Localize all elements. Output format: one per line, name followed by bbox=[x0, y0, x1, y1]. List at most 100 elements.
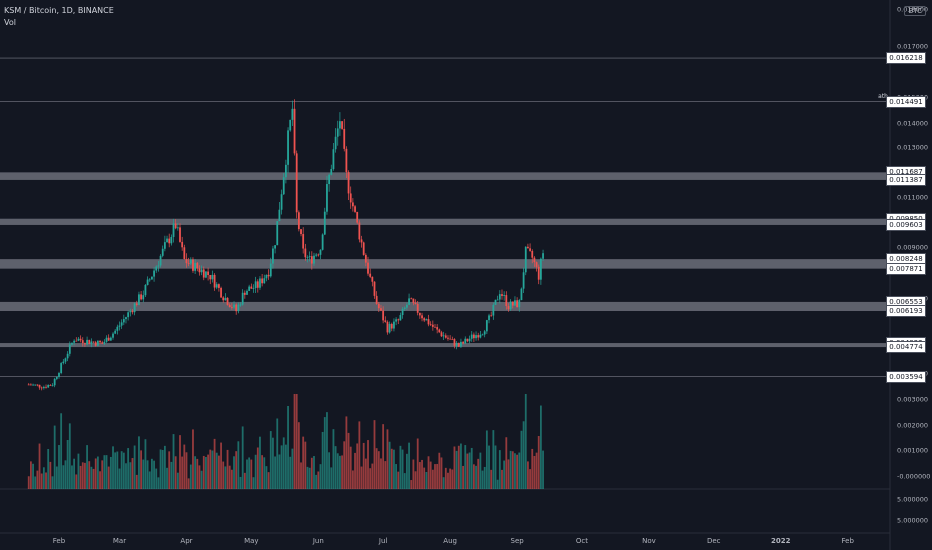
volume-bar bbox=[140, 450, 143, 489]
volume-bar bbox=[518, 452, 521, 489]
candle-body bbox=[431, 324, 434, 327]
candle-body bbox=[81, 340, 84, 344]
candle-body bbox=[53, 378, 56, 386]
candle-body bbox=[434, 326, 436, 328]
candle-body bbox=[505, 295, 508, 307]
volume-bar bbox=[228, 465, 231, 489]
volume-bar bbox=[235, 451, 238, 489]
volume-bar bbox=[170, 461, 173, 489]
candle bbox=[406, 302, 408, 310]
volume-bar bbox=[444, 467, 447, 489]
volume-bar bbox=[451, 469, 454, 489]
volume-bar bbox=[507, 459, 510, 489]
volume-bar bbox=[380, 458, 382, 489]
price-level-tag-12: 0.004774 bbox=[886, 340, 926, 353]
price-tick: 5.000000 bbox=[897, 496, 928, 504]
price-tick: 0.001000 bbox=[897, 447, 928, 455]
candle bbox=[226, 297, 229, 306]
volume-bar bbox=[351, 470, 354, 489]
candle-body bbox=[464, 338, 467, 344]
candle-body bbox=[524, 246, 527, 273]
candle-body bbox=[520, 288, 523, 301]
candle-body bbox=[254, 281, 257, 289]
candle-body bbox=[202, 269, 205, 278]
volume-bar bbox=[308, 467, 311, 489]
volume-bar bbox=[157, 477, 160, 489]
volume-bar bbox=[79, 465, 82, 489]
volume-bar bbox=[198, 465, 201, 489]
volume-bar bbox=[284, 444, 287, 489]
candle-body bbox=[531, 250, 534, 258]
volume-bar bbox=[250, 459, 253, 489]
candle-body bbox=[341, 121, 343, 129]
candle-body bbox=[105, 337, 108, 342]
volume-bar bbox=[278, 454, 281, 489]
candle bbox=[390, 322, 393, 332]
volume-bar bbox=[367, 440, 369, 489]
price-level-tag-2: 0.014491 bbox=[886, 95, 926, 108]
volume-bar bbox=[230, 469, 233, 489]
candle bbox=[416, 300, 419, 316]
candle bbox=[408, 293, 410, 306]
candle bbox=[172, 218, 175, 243]
candle bbox=[451, 336, 454, 340]
volume-bar bbox=[131, 458, 134, 489]
volume-bar bbox=[326, 412, 328, 489]
candle bbox=[297, 210, 300, 232]
candle-body bbox=[397, 319, 400, 321]
volume-bar bbox=[438, 452, 441, 489]
time-tick: Dec bbox=[707, 537, 721, 545]
volume-bar bbox=[334, 446, 337, 489]
volume-bar bbox=[88, 461, 91, 489]
candle bbox=[527, 243, 529, 249]
volume-bar bbox=[42, 467, 45, 489]
volume-bar bbox=[92, 468, 95, 489]
candle-body bbox=[148, 279, 151, 281]
candle-body bbox=[451, 338, 454, 340]
candle-body bbox=[133, 303, 136, 313]
candle bbox=[475, 331, 477, 341]
candle bbox=[112, 332, 114, 340]
volume-bar bbox=[161, 449, 164, 489]
volume-bar bbox=[388, 441, 391, 489]
candle bbox=[453, 338, 456, 349]
volume-bar bbox=[364, 458, 367, 489]
volume-bar bbox=[133, 445, 136, 489]
candle-body bbox=[494, 299, 497, 305]
currency-badge[interactable]: BTC bbox=[904, 6, 926, 16]
volume-bar bbox=[101, 460, 104, 489]
candle bbox=[90, 338, 93, 348]
chart-grid bbox=[0, 0, 891, 550]
symbol-title: KSM / Bitcoin, 1D, BINANCE bbox=[4, 6, 114, 15]
candle-body bbox=[226, 297, 229, 305]
volume-indicator-label[interactable]: Vol bbox=[4, 18, 16, 27]
candle bbox=[176, 223, 179, 231]
candle bbox=[535, 261, 538, 272]
volume-bar bbox=[174, 456, 177, 489]
candle bbox=[507, 303, 510, 312]
volume-bar bbox=[73, 458, 76, 489]
volume-bar bbox=[501, 469, 503, 489]
volume-bar bbox=[127, 448, 130, 489]
candle-body bbox=[522, 272, 525, 289]
candle-body bbox=[507, 306, 510, 310]
candle bbox=[109, 336, 112, 341]
volume-bar bbox=[84, 462, 86, 489]
volume-bar bbox=[114, 452, 117, 489]
candle-body bbox=[185, 258, 188, 264]
candle bbox=[358, 220, 361, 243]
candle-body bbox=[406, 304, 408, 308]
candle-body bbox=[343, 128, 346, 149]
candle bbox=[181, 236, 184, 251]
candle bbox=[248, 284, 251, 292]
volume-bar bbox=[533, 455, 536, 489]
candle-body bbox=[196, 262, 199, 269]
candle-body bbox=[207, 271, 209, 276]
candle-body bbox=[224, 297, 227, 301]
candle bbox=[259, 276, 261, 290]
candle-body bbox=[94, 342, 97, 346]
volume-bar bbox=[412, 459, 415, 489]
volume-bar bbox=[291, 448, 294, 489]
volume-bar bbox=[109, 456, 112, 489]
